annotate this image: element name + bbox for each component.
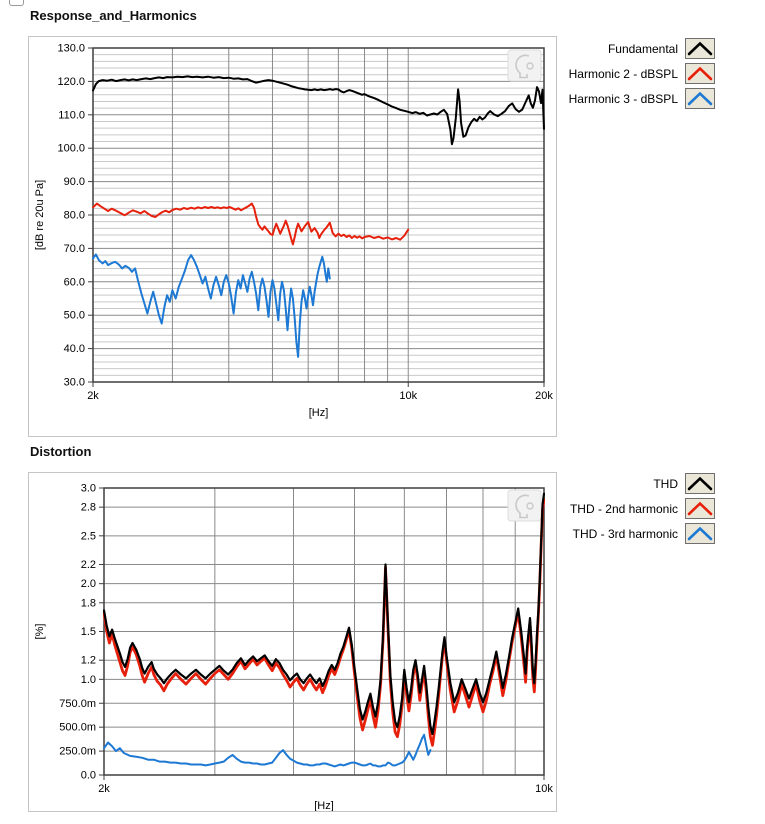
watermark-head-icon [507,489,542,522]
legend-swatch-fundamental[interactable] [685,38,715,59]
legend-row-thd: THD [653,473,715,494]
legend-row-thd-2nd: THD - 2nd harmonic [570,498,715,519]
legend-swatch-thd-3rd[interactable] [685,523,715,544]
plot-area: 3.0 2.8 2.5 2.2 2.0 1.8 1.5 1.2 1.0 750.0m 500.0m 2… [34,483,553,812]
series-line-harmonic-3-dbspl [92,253,331,358]
legend-label-harmonic-3: Harmonic 3 - dBSPL [568,91,678,106]
legend-swatch-thd-2nd[interactable] [685,498,715,519]
legend-swatch-thd[interactable] [685,473,715,494]
watermark-head-icon [507,49,542,82]
legend-label-thd-2nd: THD - 2nd harmonic [569,501,678,516]
legend-row-harmonic-2: Harmonic 2 - dBSPL [569,63,715,84]
y-axis-label: [%] [34,624,46,640]
series-line-thd-3rd-harmonic [103,733,432,768]
series-line-thd [103,492,545,735]
y-tick-label: 1.2 [81,655,96,667]
x-tick-label: 20k [535,390,553,402]
y-tick-label: 1.5 [81,626,96,638]
distortion-graph[interactable]: 3.0 2.8 2.5 2.2 2.0 1.8 1.5 1.2 1.0 750.0m 500.0m 2… [29,473,556,812]
distortion-plot-legend: THD THD - 2nd harmonic THD - 3rd harmoni… [570,473,715,544]
y-tick-label: 250.0m [59,746,96,758]
response-plot-legend: Fundamental Harmonic 2 - dBSPL Harmonic … [569,38,715,109]
series-line-thd-2nd-harmonic [103,498,545,747]
y-tick-label: 120.0 [57,76,85,88]
y-tick-label: 0.0 [81,770,96,782]
legend-line-sample-icon [687,501,713,516]
y-tick-label: 50.0 [64,310,85,322]
legend-label-harmonic-2: Harmonic 2 - dBSPL [568,66,678,81]
chart-title-distortion: Distortion [30,444,92,459]
y-tick-label: 90.0 [64,176,85,188]
y-tick-label: 1.0 [81,674,96,686]
y-tick-label: 750.0m [59,698,96,710]
y-tick-label: 80.0 [64,210,85,222]
y-tick-label: 3.0 [81,483,96,495]
legend-line-sample-icon [687,526,713,541]
plot-area: 130.0 120.0 110.0 100.0 90.0 80.0 70.0 60.0 50.0… [34,43,553,420]
series-line-fundamental [92,75,545,146]
y-tick-label: 2.5 [81,530,96,542]
legend-line-sample-icon [687,66,713,81]
legend-label-fundamental: Fundamental [607,41,678,56]
legend-swatch-harmonic-2[interactable] [685,63,715,84]
legend-label-thd-3rd: THD - 3rd harmonic [572,526,678,541]
legend-row-harmonic-3: Harmonic 3 - dBSPL [569,88,715,109]
y-tick-label: 40.0 [64,343,85,355]
distortion-chart-container: 3.0 2.8 2.5 2.2 2.0 1.8 1.5 1.2 1.0 750.0m 500.0m 2… [28,472,557,812]
legend-line-sample-icon [687,476,713,491]
x-tick-label: 10k [535,783,553,795]
y-tick-label: 70.0 [64,243,85,255]
y-tick-label: 130.0 [57,43,85,55]
legend-line-sample-icon [687,41,713,56]
chart-title-response-and-harmonics: Response_and_Harmonics [30,8,197,23]
y-tick-label: 100.0 [57,143,85,155]
y-tick-label: 60.0 [64,276,85,288]
x-axis-label: [Hz] [309,407,329,419]
legend-row-thd-3rd: THD - 3rd harmonic [573,523,715,544]
legend-swatch-harmonic-3[interactable] [685,88,715,109]
y-tick-label: 500.0m [59,722,96,734]
y-tick-label: 2.0 [81,578,96,590]
y-tick-label: 30.0 [64,377,85,389]
response-and-harmonics-graph[interactable]: 130.0 120.0 110.0 100.0 90.0 80.0 70.0 60.0 50.0… [29,37,556,436]
window-edge-artifact [9,0,24,6]
x-axis-label: [Hz] [314,800,334,811]
x-tick-label: 2k [98,783,110,795]
y-axis-label: [dB re 20u Pa] [34,180,46,250]
legend-label-thd: THD [653,476,678,491]
legend-line-sample-icon [687,91,713,106]
y-tick-label: 2.2 [81,559,96,571]
legend-row-fundamental: Fundamental [608,38,715,59]
y-tick-label: 2.8 [81,502,96,514]
series-line-harmonic-2-dbspl [92,202,410,246]
y-tick-label: 110.0 [58,109,85,121]
x-tick-label: 2k [87,390,99,402]
x-tick-label: 10k [399,390,417,402]
y-tick-label: 1.8 [81,597,96,609]
response-chart-container: 130.0 120.0 110.0 100.0 90.0 80.0 70.0 60.0 50.0… [28,36,557,437]
